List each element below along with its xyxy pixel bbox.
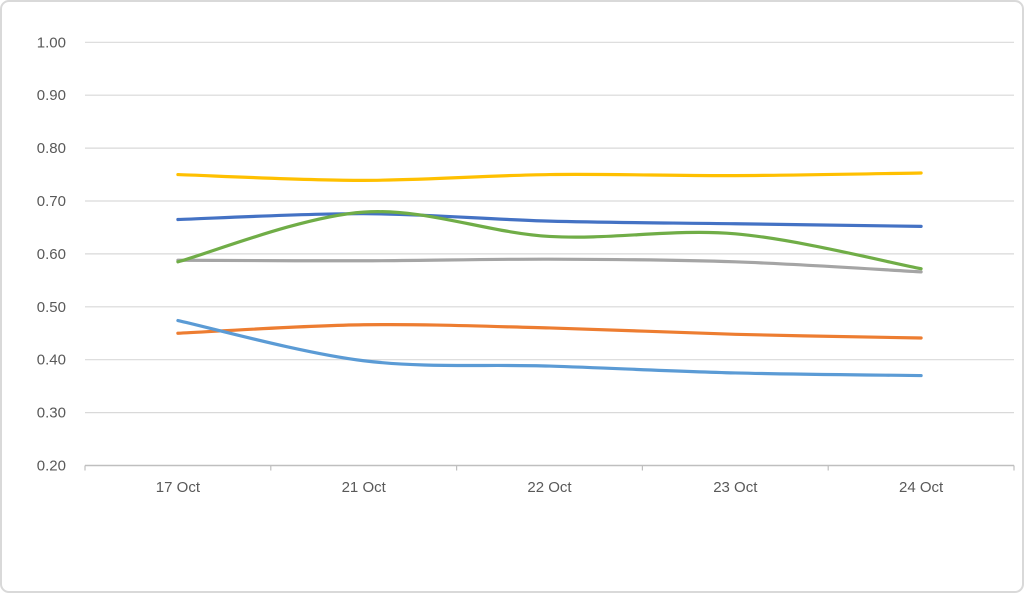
x-axis-label: 21 Oct bbox=[342, 479, 387, 496]
x-axis-label: 22 Oct bbox=[527, 479, 572, 496]
series-line-3 bbox=[176, 171, 923, 182]
y-axis-label: 0.30 bbox=[37, 405, 66, 422]
y-axis-label: 0.70 bbox=[37, 193, 66, 210]
y-axis-label: 0.60 bbox=[37, 246, 66, 263]
chart-legend: All Industries Automotive Capital Equipm… bbox=[2, 507, 1022, 591]
series-line-5 bbox=[176, 210, 923, 271]
y-axis-label: 0.40 bbox=[37, 352, 66, 369]
y-axis-label: 0.90 bbox=[37, 87, 66, 104]
y-axis-label: 1.00 bbox=[37, 34, 66, 51]
x-axis-label: 17 Oct bbox=[156, 479, 201, 496]
y-axis-label: 0.80 bbox=[37, 140, 66, 157]
y-axis-label: 0.20 bbox=[37, 458, 66, 475]
x-axis-label: 23 Oct bbox=[713, 479, 758, 496]
series-line-0 bbox=[176, 212, 923, 228]
y-axis-label: 0.50 bbox=[37, 299, 66, 316]
series-line-1 bbox=[176, 323, 923, 340]
x-axis-label: 24 Oct bbox=[899, 479, 944, 496]
series-line-2 bbox=[176, 257, 923, 274]
series-line-4 bbox=[176, 318, 923, 378]
